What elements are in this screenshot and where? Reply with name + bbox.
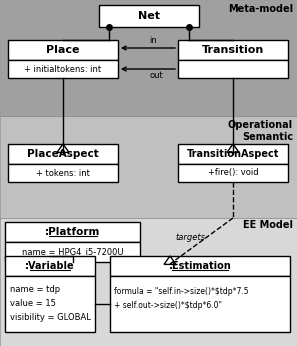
Text: out: out <box>149 71 163 80</box>
Bar <box>8 164 118 182</box>
Text: Meta-model: Meta-model <box>228 4 293 14</box>
Text: Operational
Semantic: Operational Semantic <box>228 120 293 142</box>
Bar <box>5 242 140 262</box>
Text: name = HPG4_i5-7200U: name = HPG4_i5-7200U <box>22 247 123 256</box>
Bar <box>178 144 288 164</box>
Bar <box>8 144 118 164</box>
Bar <box>5 222 140 242</box>
Text: in: in <box>149 36 157 45</box>
Bar <box>178 60 288 78</box>
Text: + initialtokens: int: + initialtokens: int <box>24 64 102 73</box>
Bar <box>99 5 199 27</box>
Text: + self.out->size()*$tdp*6.0": + self.out->size()*$tdp*6.0" <box>114 301 222 310</box>
Text: :Platform: :Platform <box>45 227 100 237</box>
Bar <box>8 40 118 60</box>
Bar <box>0 116 297 220</box>
Bar <box>178 40 288 60</box>
Bar <box>110 256 290 276</box>
Text: TransitionAspect: TransitionAspect <box>187 149 279 159</box>
Bar <box>5 276 95 332</box>
Text: +fire(): void: +fire(): void <box>208 169 258 177</box>
Bar <box>178 164 288 182</box>
Bar <box>5 256 95 276</box>
Text: formula = "self.in->size()*$tdp*7.5: formula = "self.in->size()*$tdp*7.5 <box>114 288 249 297</box>
Text: + tokens: int: + tokens: int <box>36 169 90 177</box>
Text: PlaceAspect: PlaceAspect <box>27 149 99 159</box>
Text: Net: Net <box>138 11 160 21</box>
Text: Transition: Transition <box>202 45 264 55</box>
Text: value = 15: value = 15 <box>10 300 56 309</box>
Text: :Variable: :Variable <box>25 261 75 271</box>
Bar <box>0 218 297 346</box>
Text: :Estimation: :Estimation <box>169 261 231 271</box>
Text: name = tdp: name = tdp <box>10 285 60 294</box>
Text: EE Model: EE Model <box>243 220 293 230</box>
Bar <box>110 276 290 332</box>
Text: visibility = GLOBAL: visibility = GLOBAL <box>10 313 91 322</box>
Text: targets: targets <box>175 234 205 243</box>
Text: Place: Place <box>46 45 80 55</box>
Bar <box>8 60 118 78</box>
Bar <box>0 0 297 116</box>
